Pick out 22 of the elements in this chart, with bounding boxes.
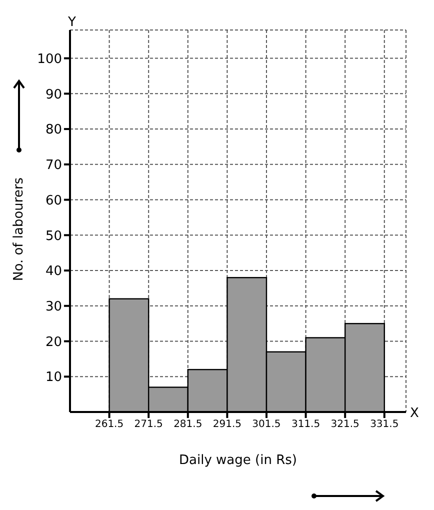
x-tick-label: 261.5 <box>94 419 124 430</box>
x-tick-label: 321.5 <box>330 419 360 430</box>
y-tick-label: 60 <box>45 193 62 208</box>
y-tick-label: 70 <box>45 158 62 174</box>
y-axis-title: No. of labourers <box>12 177 27 281</box>
annotation: Y <box>67 15 76 30</box>
y-tick-label: 20 <box>45 334 62 350</box>
x-tick-label: 331.5 <box>370 419 399 430</box>
y-tick-label: 90 <box>45 87 62 102</box>
y-tick-label: 40 <box>45 264 62 280</box>
y-tick-label: 50 <box>45 228 62 244</box>
y-tick-label: 10 <box>45 370 62 386</box>
y-tick-label: 80 <box>45 122 62 138</box>
y-tick-label: 100 <box>37 52 62 67</box>
x-tick-label: 301.5 <box>252 419 281 430</box>
x-tick-label: 271.5 <box>134 419 163 430</box>
x-tick-label: 281.5 <box>174 419 202 430</box>
x-axis-title: Daily wage (in Rs) <box>179 453 297 468</box>
text: X <box>410 406 419 421</box>
x-tick-label: 311.5 <box>291 419 320 430</box>
x-tick-label: 291.5 <box>212 419 242 430</box>
y-tick-label: 30 <box>45 300 62 315</box>
